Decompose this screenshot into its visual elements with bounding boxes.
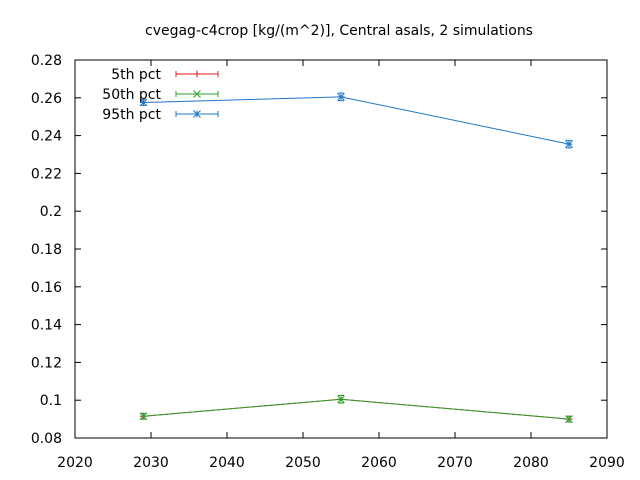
y-tick-label: 0.24 [31, 129, 62, 145]
y-tick-label: 0.1 [40, 393, 62, 409]
series-line [143, 398, 570, 420]
point-marker [565, 140, 573, 148]
chart-title: cvegag-c4crop [kg/(m^2)], Central asals,… [145, 23, 533, 39]
y-tick-label: 0.18 [31, 242, 62, 258]
x-tick-label: 2030 [133, 455, 169, 471]
point-marker [139, 412, 148, 421]
series-2 [139, 394, 573, 423]
legend-entry-2: 50th pct [102, 87, 219, 103]
y-tick-label: 0.14 [31, 318, 62, 334]
series-1 [139, 394, 573, 423]
legend-label: 5th pct [111, 67, 161, 83]
y-tick-label: 0.22 [31, 166, 62, 182]
y-tick-label: 0.28 [31, 53, 62, 69]
y-tick-label: 0.2 [40, 204, 62, 220]
legend-entry-3: 95th pct [102, 107, 219, 123]
point-marker [565, 415, 573, 423]
y-tick-label: 0.26 [31, 91, 62, 107]
legend-label: 95th pct [102, 107, 161, 123]
series-line [143, 96, 570, 145]
axes: 2020 2030 2040 2050 2060 2070 2080 2090 0.08 0.1 0… [31, 53, 625, 471]
x-tick-label: 2040 [209, 455, 245, 471]
point-marker [337, 93, 345, 101]
point-marker [193, 70, 201, 78]
y-tick-label: 0.12 [31, 355, 62, 371]
x-tick-label: 2060 [361, 455, 397, 471]
x-tick-label: 2070 [437, 455, 473, 471]
x-tick-label: 2080 [513, 455, 549, 471]
series-layer [139, 92, 573, 423]
y-tick-label: 0.16 [31, 280, 62, 296]
series-line [143, 398, 570, 420]
series-3 [139, 92, 573, 149]
point-marker [193, 110, 201, 118]
point-marker [337, 395, 345, 404]
point-marker [193, 90, 201, 98]
legend: 5th pct 50th pct 95th pct [102, 67, 219, 123]
x-tick-label: 2090 [589, 455, 625, 471]
x-tick-label: 2020 [57, 455, 93, 471]
legend-label: 50th pct [102, 87, 161, 103]
point-marker [139, 98, 148, 107]
x-tick-label: 2050 [285, 455, 321, 471]
y-tick-label: 0.08 [31, 431, 62, 447]
legend-entry-1: 5th pct [111, 67, 219, 83]
